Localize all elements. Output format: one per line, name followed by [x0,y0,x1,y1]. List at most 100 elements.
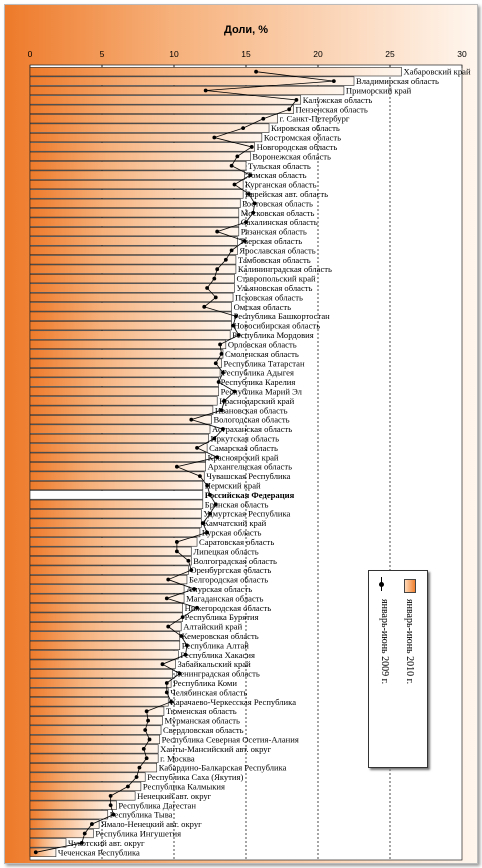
point-2009-37 [189,417,194,422]
category-label-82: Чукотский авт. округ [68,838,145,848]
point-2009-2 [203,88,208,93]
category-label-49: Курская область [202,528,262,538]
bar-46 [29,499,204,509]
category-label-35: Краснодарский край [219,396,294,406]
category-label-25: Омская область [234,302,292,312]
category-label-11: Томская область [247,170,307,180]
point-2009-51 [174,549,179,554]
bar-67 [29,697,169,707]
category-label-12: Курганская область [245,180,317,190]
bar-55 [29,584,185,594]
category-label-41: Красноярский край [208,452,279,462]
bar-38 [29,424,211,434]
category-label-61: Республика Алтай [182,640,250,650]
bar-22 [29,274,235,284]
bar-25 [29,302,232,312]
legend-entry-2010: январь-июнь 2010 г. [404,579,422,761]
category-label-18: Тверская область [239,236,302,246]
point-2009-54 [166,577,171,582]
category-label-51: Липецкая область [193,546,259,556]
category-label-66: Челябинская область [170,687,247,697]
chart-title: Доли, % [224,24,268,36]
category-label-14: Ростовская область [242,198,313,208]
point-2009-27 [231,323,235,328]
legend-marker-swatch [379,582,384,587]
point-2009-39 [212,436,217,441]
legend: январь-июнь 2010 г. январь-июнь 2009 г. [368,570,428,768]
bar-79 [29,810,109,820]
category-label-1: Владимирская область [356,76,439,86]
point-2009-4 [287,107,292,112]
point-2009-60 [179,634,184,638]
bar-19 [29,245,238,255]
point-2009-66 [164,690,169,695]
point-2009-9 [235,154,240,159]
bar-70 [29,725,162,735]
point-2009-33 [216,380,221,384]
point-2009-52 [186,558,191,563]
category-label-79: Республика Тыва [110,810,173,820]
bar-59 [29,621,182,632]
point-2009-14 [252,201,257,206]
bar-54 [29,574,188,585]
category-label-10: Тульская область [248,161,311,171]
category-label-40: Самарская область [209,443,278,453]
point-2009-13 [246,192,251,196]
category-label-77: Ненецкий авт. округ [137,791,212,801]
point-2009-77 [108,793,113,798]
bar-72 [29,744,159,754]
x-tick-label-30: 30 [457,49,467,59]
category-label-34: Республика Марий Эл [221,386,303,396]
category-label-81: Республика Ингушетия [95,828,181,838]
legend-entry-2009: январь-июнь 2009 г. [379,579,397,761]
point-2009-67 [169,699,174,704]
point-2009-44 [205,483,210,488]
bar-48 [29,518,202,528]
category-label-48: Камчатский край [203,518,266,528]
category-label-54: Белгородская область [189,575,268,585]
bar-45 [29,490,204,500]
point-2009-8 [249,145,254,149]
bar-62 [29,650,179,660]
point-2009-81 [82,831,87,836]
category-label-5: г. Санкт-Петербург [280,114,350,124]
point-2009-40 [195,445,199,450]
x-tick-label-15: 15 [241,49,251,59]
bar-78 [29,800,117,810]
bar-35 [29,396,218,406]
category-label-47: Удмуртская Республика [203,509,290,519]
point-2009-73 [144,756,149,761]
point-2009-16 [244,220,248,225]
category-label-50: Саратовская область [199,537,274,547]
bar-28 [29,330,231,340]
category-label-4: Пензенская область [296,104,368,114]
point-2009-61 [185,643,189,648]
category-label-37: Вологодская область [213,415,289,425]
point-2009-72 [141,746,146,751]
category-label-59: Алтайский край [183,622,242,632]
bar-29 [29,339,227,350]
bar-32 [29,368,221,378]
bar-33 [29,377,219,387]
point-2009-43 [198,474,202,479]
bar-26 [29,311,232,321]
point-2009-22 [212,276,217,281]
category-label-38: Астраханская область [212,424,292,434]
point-2009-28 [236,333,241,337]
bar-66 [29,687,169,698]
point-2009-11 [248,173,253,178]
category-label-22: Ставропольский край [236,274,316,284]
category-label-17: Рязанская область [241,227,307,237]
bar-75 [29,772,146,782]
point-2009-62 [183,652,188,657]
point-2009-63 [160,662,165,667]
category-label-13: Еврейская авт. область [245,189,328,199]
category-label-69: Мурманская область [164,716,240,726]
category-label-39: Иркутская область [211,433,280,443]
category-label-75: Республика Саха (Якутия) [147,772,243,782]
bar-10 [29,161,247,171]
point-2009-53 [189,568,194,573]
category-label-32: Республика Адыгея [222,368,294,378]
bar-13 [29,189,244,199]
category-label-16: Сахалинская область [241,217,318,227]
